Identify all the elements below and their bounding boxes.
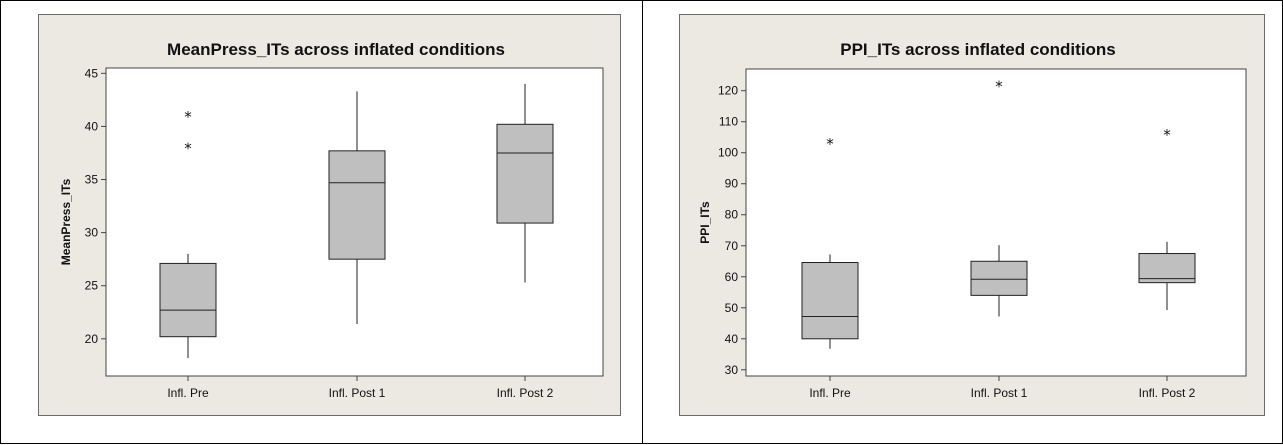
- chart-title: PPI_ITs across inflated conditions: [840, 40, 1116, 59]
- x-tick-label: Infl. Pre: [167, 386, 209, 400]
- y-tick-label: 40: [85, 119, 99, 133]
- x-tick-label: Infl. Post 1: [329, 386, 386, 400]
- chart-title: MeanPress_ITs across inflated conditions: [167, 40, 505, 59]
- x-tick-label: Infl. Post 2: [1139, 386, 1196, 400]
- outlier-marker: *: [826, 135, 834, 153]
- y-tick-label: 60: [725, 270, 739, 284]
- y-tick-label: 25: [85, 279, 99, 293]
- outlier-marker: *: [184, 140, 192, 158]
- iqr-box: [496, 123, 554, 224]
- y-tick-label: 45: [85, 66, 99, 80]
- chart-panel-meanpress: MeanPress_ITs across inflated conditions…: [0, 0, 642, 444]
- iqr-box: [328, 150, 386, 260]
- y-axis-label: MeanPress_ITs: [59, 178, 73, 265]
- y-tick-label: 70: [725, 239, 739, 253]
- meanpress-boxplot: MeanPress_ITs across inflated conditions…: [59, 40, 604, 400]
- y-tick-label: 90: [725, 177, 739, 191]
- y-tick-label: 120: [718, 84, 738, 98]
- iqr-box: [970, 260, 1028, 296]
- y-tick-label: 40: [725, 332, 739, 346]
- y-tick-label: 30: [85, 226, 99, 240]
- outlier-marker: *: [995, 78, 1003, 96]
- chart-panel-ppi: PPI_ITs across inflated conditions PPI_IT…: [642, 0, 1283, 444]
- y-tick-label: 50: [725, 301, 739, 315]
- y-tick-label: 30: [725, 363, 739, 377]
- y-tick-label: 110: [719, 115, 738, 129]
- iqr-box: [801, 262, 859, 340]
- y-tick-label: 20: [85, 332, 99, 346]
- ppi-boxplot: PPI_ITs across inflated conditions PPI_IT…: [698, 40, 1247, 400]
- x-tick-label: Infl. Post 2: [497, 386, 554, 400]
- x-tick-label: Infl. Pre: [809, 386, 851, 400]
- y-tick-label: 80: [725, 208, 739, 222]
- y-tick-label: 100: [718, 146, 738, 160]
- outlier-marker: *: [184, 108, 192, 126]
- y-tick-label: 35: [85, 173, 99, 187]
- x-tick-label: Infl. Post 1: [971, 386, 1028, 400]
- y-axis-label: PPI_ITs: [698, 201, 712, 244]
- iqr-box: [1138, 253, 1196, 284]
- outlier-marker: *: [1163, 126, 1171, 144]
- iqr-box: [159, 262, 217, 338]
